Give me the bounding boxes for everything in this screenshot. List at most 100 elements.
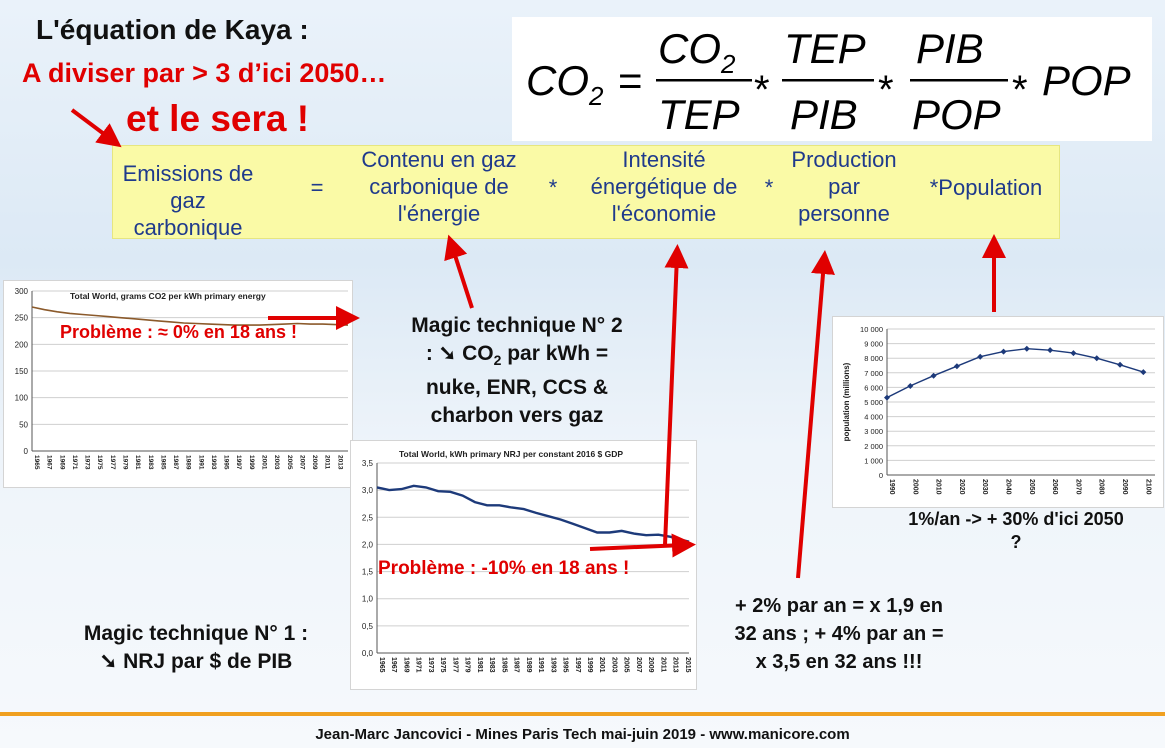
y-tick-label: 0 (879, 471, 883, 480)
magic1-line1: Magic technique N° 1 : (83, 622, 309, 645)
x-tick-label: 2100 (1144, 479, 1151, 495)
x-tick-label: 1990 (888, 479, 895, 495)
x-tick-label: 2001 (598, 657, 605, 673)
formula-times3: * (1012, 68, 1028, 112)
x-tick-label: 2009 (311, 455, 318, 470)
y-tick-label: 2,0 (362, 540, 374, 549)
x-tick-label: 1983 (488, 657, 495, 673)
x-tick-label: 1995 (223, 455, 230, 470)
x-tick-label: 1985 (159, 455, 166, 470)
term-production-line1: Production (791, 147, 897, 172)
y-tick-label: 300 (15, 287, 29, 296)
term-intensity-line3: l'économie (611, 201, 717, 226)
term-production-line2: par (828, 174, 860, 199)
magic2-line3: nuke, ENR, CCS & (425, 376, 609, 400)
formula-last: POP (1042, 57, 1131, 104)
x-tick-label: 1987 (172, 455, 179, 470)
formula-frac3-num: PIB (916, 25, 984, 72)
y-tick-label: 4 000 (864, 413, 883, 422)
x-tick-label: 1981 (134, 455, 141, 470)
x-tick-label: 1969 (58, 455, 65, 470)
y-tick-label: 2 000 (864, 442, 883, 451)
data-point (930, 372, 937, 379)
y-tick-label: 1 000 (864, 456, 883, 465)
x-tick-label: 1973 (84, 455, 91, 470)
term-equals: = (310, 175, 324, 200)
x-tick-label: 1987 (513, 657, 520, 673)
term-carbon-line2: carbonique de (369, 174, 509, 199)
x-tick-label: 1977 (109, 455, 116, 470)
x-tick-label: 1977 (451, 657, 458, 673)
x-tick-label: 2013 (672, 657, 679, 673)
data-point (1000, 348, 1007, 355)
kaya-terms-box: Emissions de gaz carbonique = Contenu en… (112, 145, 1060, 240)
y-tick-label: 3 000 (864, 427, 883, 436)
term-carbon-line1: Contenu en gaz (361, 147, 517, 172)
x-tick-label: 2010 (935, 479, 942, 495)
y-tick-label: 5 000 (864, 398, 883, 407)
kaya-formula-svg: CO2 = CO2 TEP * TEP PIB * PIB POP * POP (526, 25, 1131, 138)
x-tick-label: 1979 (464, 657, 471, 673)
data-point (953, 363, 960, 370)
x-tick-label: 2003 (273, 455, 280, 470)
kaya-formula: CO2 = CO2 TEP * TEP PIB * PIB POP * POP (512, 17, 1152, 141)
term-intensity-line1: Intensité (622, 147, 706, 172)
problem-co2-label: Problème : ≈ 0% en 18 ans ! (60, 322, 297, 342)
chart-co2-per-kwh: Total World, grams CO2 per kWh primary e… (3, 280, 356, 488)
x-tick-label: 2013 (336, 455, 343, 470)
term-production: Production par personne (777, 146, 911, 227)
magic2-line2-post: par kWh = (501, 342, 609, 365)
y-tick-label: 2,5 (362, 513, 374, 522)
data-point (1047, 347, 1054, 354)
arrow-magic2 (444, 234, 474, 309)
x-tick-label: 1965 (33, 455, 40, 470)
x-tick-label: 1991 (197, 455, 204, 470)
x-tick-label: 1975 (439, 657, 446, 673)
growth-line2: 32 ans ; + 4% par an = (734, 623, 944, 645)
y-tick-label: 1,0 (362, 595, 374, 604)
x-tick-label: 2007 (635, 657, 642, 673)
population-note-line2: ? (1010, 532, 1022, 552)
x-tick-label: 1965 (378, 657, 385, 673)
chart-title: Total World, grams CO2 per kWh primary e… (70, 291, 266, 301)
chart-co2-svg: Total World, grams CO2 per kWh primary e… (15, 287, 356, 470)
formula-lhs: CO2 (526, 57, 604, 111)
population-note: 1%/an -> + 30% d'ici 2050 ? (866, 508, 1165, 554)
x-tick-label: 2011 (324, 455, 331, 469)
formula-frac2-bar (782, 79, 874, 82)
formula-frac3-bar (910, 79, 1008, 82)
x-tick-label: 1985 (500, 657, 507, 673)
magic2-line1: Magic technique N° 2 (411, 314, 623, 337)
y-tick-label: 3,5 (362, 459, 374, 468)
x-tick-label: 1991 (537, 657, 544, 673)
x-tick-label: 2007 (298, 455, 305, 470)
chart-population-svg: 0 1 000 2 000 3 000 4 000 5 000 6 000 7 000 8 00… (842, 325, 1155, 495)
x-tick-label: 2015 (684, 657, 691, 673)
y-tick-label: 200 (15, 340, 29, 349)
arrow-chart2 (589, 533, 696, 558)
growth-line1: + 2% par an = x 1,9 en (735, 595, 943, 617)
x-tick-label: 1995 (562, 657, 569, 673)
x-tick-label: 1997 (235, 455, 242, 470)
series-line (886, 347, 1144, 399)
data-point (1117, 361, 1124, 368)
x-tick-label: 2003 (610, 657, 617, 673)
x-tick-label: 2005 (286, 455, 293, 470)
data-point (977, 353, 984, 360)
term-carbon-line3: l'énergie (397, 201, 481, 226)
y-tick-label: 9 000 (864, 340, 883, 349)
x-tick-label: 2001 (261, 455, 268, 470)
x-tick-label: 2000 (911, 479, 918, 495)
chart-nrj-svg: Total World, kWh primary NRJ per constan… (362, 449, 691, 673)
y-tick-label: 0,0 (362, 649, 374, 658)
slide-title: L'équation de Kaya : (36, 14, 309, 45)
magic-technique-2: Magic technique N° 2 : ➘ CO2 par kWh = n… (372, 312, 662, 430)
x-tick-label: 2060 (1051, 479, 1058, 495)
magic1-line2: ➘ NRJ par $ de PIB (99, 650, 293, 673)
x-tick-label: 1967 (46, 455, 53, 470)
x-tick-label: 1981 (476, 657, 483, 673)
chart-population: 0 1 000 2 000 3 000 4 000 5 000 6 000 7 000 8 00… (832, 316, 1164, 508)
x-tick-label: 1997 (574, 657, 581, 673)
x-tick-label: 1993 (549, 657, 556, 673)
